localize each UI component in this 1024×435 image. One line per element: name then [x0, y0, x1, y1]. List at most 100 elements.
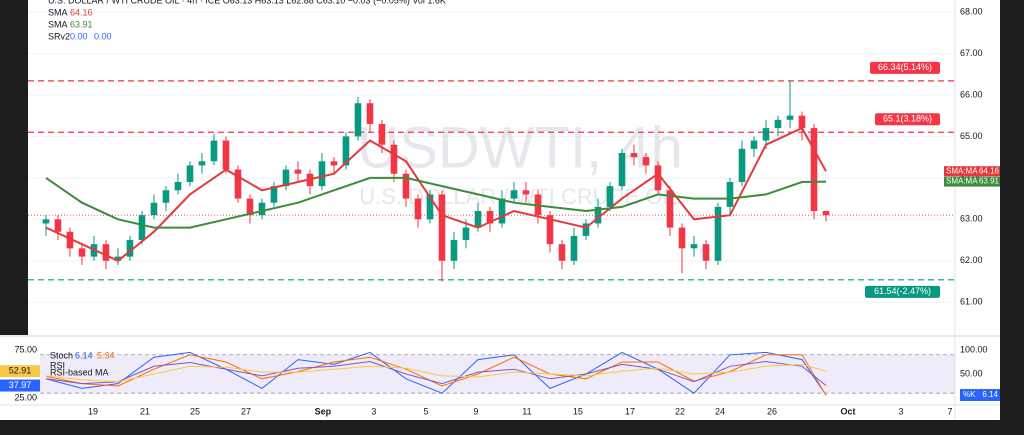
indicator-line [45, 360, 827, 386]
x-tick-label: 11 [522, 406, 531, 416]
candle-body [594, 206, 602, 224]
x-tick-label: 5 [424, 406, 429, 416]
candle-body [234, 169, 242, 199]
legend-value: 64.16 [70, 7, 93, 17]
legend-value: 6.14 [75, 350, 93, 360]
candle-body [54, 219, 62, 232]
x-tick-label: 15 [573, 406, 583, 416]
candle-body [342, 136, 350, 166]
x-tick-label: 21 [140, 406, 150, 416]
indicator-line [45, 354, 827, 396]
level-label-box [870, 61, 940, 74]
candle-body [474, 211, 482, 228]
candle-body [450, 240, 458, 261]
candle-body [270, 186, 278, 203]
y-tick-label: 63.00 [960, 214, 983, 224]
candle-body [378, 123, 386, 145]
legend-value: 0.00 [94, 31, 112, 41]
candle-body [66, 231, 74, 249]
candle-body [366, 103, 374, 124]
indicator-line [45, 363, 827, 383]
candle-body [210, 140, 218, 162]
legend-name: SMA [48, 19, 68, 29]
y-tick-label: 75.00 [14, 344, 37, 354]
sma-tag: SMA:MA [946, 177, 978, 186]
y-tick-label: 67.00 [960, 48, 983, 58]
legend-name: RSI [50, 360, 65, 370]
candle-body [390, 144, 398, 174]
candle-body [150, 202, 158, 216]
x-tick-label: 27 [241, 406, 251, 416]
legend-name: SMA [48, 7, 68, 17]
legend-name: Stoch [50, 350, 73, 360]
x-tick-label: Sep [315, 406, 332, 416]
level-label: 61.54(-2.47%) [874, 286, 931, 296]
y-tick-label: 68.00 [960, 6, 983, 16]
candle-body [570, 235, 578, 261]
candle-body [786, 115, 794, 120]
candle-body [102, 244, 110, 261]
candle-body [690, 244, 698, 249]
candle-body [774, 119, 782, 129]
lower-pane [0, 335, 955, 420]
candle-body [582, 223, 590, 236]
candle-body [426, 194, 434, 220]
level-label-box [865, 285, 940, 298]
x-tick-label: 3 [898, 406, 903, 416]
sma-tag-box [944, 176, 1000, 187]
x-tick-label: 25 [190, 406, 200, 416]
candle-body [246, 198, 254, 216]
level-label: 65.1(3.18%) [883, 114, 932, 124]
level-label: 66.34(5.14%) [878, 62, 932, 72]
candle-body [558, 244, 566, 261]
sma-tag-value: 64.16 [979, 166, 1000, 175]
y-tick-label: 25.00 [14, 392, 37, 402]
legend-value: 0.00 [70, 31, 88, 41]
sma-line [45, 176, 827, 229]
candle-body [258, 202, 266, 216]
candle-body [546, 215, 554, 245]
candle-body [606, 186, 614, 207]
x-tick-label: 17 [625, 406, 635, 416]
sma-line [45, 126, 827, 262]
candle-body [438, 194, 446, 261]
x-tick-label: 3 [371, 406, 376, 416]
k-box-value: 6.14 [982, 390, 998, 399]
value-box-label: 52.91 [9, 366, 32, 376]
sma-tag-box [944, 166, 1000, 177]
candle-body [678, 227, 686, 249]
candle-body [402, 173, 410, 199]
candle-body [42, 219, 50, 224]
y-tick-label: 61.00 [960, 297, 983, 307]
y-tick-label: 66.00 [960, 89, 983, 99]
value-box-label: 37.97 [9, 380, 32, 390]
value-box [0, 379, 40, 392]
candle-body [702, 244, 710, 261]
candle-body [222, 140, 230, 170]
candle-body [726, 181, 734, 207]
candle-body [462, 227, 470, 241]
y-tick-label: 62.00 [960, 255, 983, 265]
candle-body [798, 115, 806, 129]
candle-body [486, 211, 494, 224]
main-pane [28, 0, 955, 335]
legend-name: RSI-based MA [50, 367, 109, 377]
x-tick-label: 22 [675, 406, 685, 416]
candle-body [762, 128, 770, 141]
legend-value: 5.34 [97, 350, 115, 360]
candle-body [354, 103, 362, 137]
level-label-box [875, 113, 940, 126]
candle-body [810, 128, 818, 212]
x-tick-label: 19 [88, 406, 98, 416]
candle-body [498, 198, 506, 224]
x-tick-label: Oct [840, 406, 855, 416]
candle-body [654, 165, 662, 191]
candle-body [414, 198, 422, 220]
x-tick-label: 26 [767, 406, 777, 416]
x-tick-label: 7 [947, 406, 952, 416]
candle-body [114, 256, 122, 261]
candle-body [282, 169, 290, 187]
candle-body [294, 169, 302, 174]
chart-header: U.S. DOLLAR / WTI CRUDE OIL · 4h · ICE O… [48, 0, 446, 5]
